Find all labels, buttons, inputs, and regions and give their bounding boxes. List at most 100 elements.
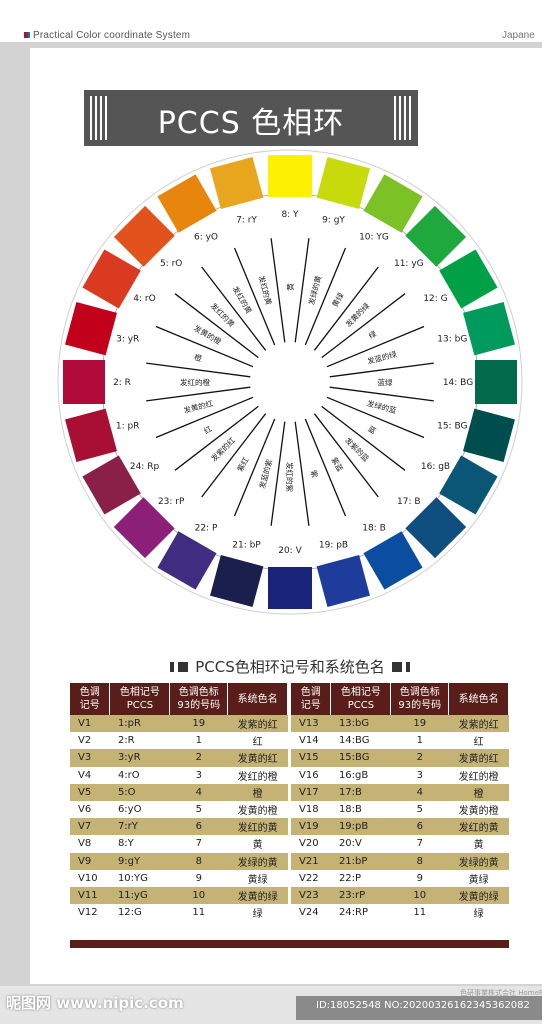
hue-swatch	[316, 555, 370, 608]
table-row: V8 8:Y 7 黄	[70, 835, 288, 852]
hue-spoke-line	[329, 386, 434, 402]
table-row: V21 21:bP 8 发绿的黄	[291, 852, 509, 870]
hue-swatch	[463, 408, 515, 462]
hue-name-label: 发红的紫	[285, 462, 295, 492]
color-name-cell: 发绿的黄	[448, 852, 509, 870]
number-cell: 2	[390, 749, 449, 767]
table-row: V20 20:V 7 黄	[291, 835, 509, 852]
color-name-cell: 发黄的绿	[448, 886, 509, 905]
hue-code-label: 12: G	[423, 294, 447, 304]
tone-code-cell: V14	[299, 735, 319, 747]
color-name-cell: 发红的橙	[237, 771, 278, 783]
color-name-cell: 黄绿	[468, 874, 489, 886]
color-name-cell: 发黄的红	[227, 749, 288, 767]
hue-spoke-line	[313, 266, 379, 351]
table-header-row: 色调 记号 色相记号 PCCS 色调色标 93的号码 系统色名	[291, 683, 509, 715]
tone-code-cell: V8	[78, 838, 92, 850]
hue-spoke-line	[329, 362, 434, 378]
tone-code-cell: V12	[78, 907, 98, 919]
hue-name-label: 蓝	[367, 423, 379, 436]
table-row: V17 17:B 4 橙	[291, 783, 509, 801]
tone-code-cell: V3	[70, 749, 110, 767]
color-name-cell: 发黄的绿	[227, 886, 288, 905]
hue-name-label: 黄	[285, 283, 295, 291]
tone-code-cell: V23	[291, 886, 331, 905]
table-bottom-bar	[70, 940, 509, 948]
number-cell: 8	[169, 852, 228, 870]
hue-swatch	[82, 455, 141, 515]
hue-swatch	[439, 249, 498, 309]
watermark-site: 昵图网 www.nipic.com	[6, 994, 184, 1012]
brand-text: Practical Color coordinate System	[33, 30, 191, 41]
number-cell: 3	[195, 769, 202, 781]
hue-swatch	[157, 531, 217, 590]
table-row: V4 4:rO 3 发红的橙	[70, 767, 288, 784]
number-cell: 19	[169, 715, 228, 733]
number-cell: 11	[413, 907, 427, 919]
number-cell: 11	[192, 907, 206, 919]
hue-spoke-line	[155, 325, 254, 368]
hue-code-cell: 16:gB	[338, 769, 369, 781]
color-name-cell: 橙	[448, 783, 509, 801]
tone-code-cell: V21	[291, 852, 331, 870]
number-cell: 5	[416, 804, 423, 816]
hue-name-label: 红	[202, 423, 214, 436]
title-left-stripes	[90, 96, 108, 140]
hue-code-label: 11: yG	[394, 259, 424, 269]
hue-table-right: 色调 记号 色相记号 PCCS 色调色标 93的号码 系统色名 V13 13:bG 19 发…	[291, 683, 509, 921]
hue-code-cell: 20:V	[338, 838, 362, 850]
table-row: V3 3:yR 2 发黄的红	[70, 749, 288, 767]
number-cell: 4	[169, 783, 228, 801]
number-cell: 10	[169, 886, 228, 905]
hue-code-label: 2: R	[113, 378, 131, 388]
hue-spoke-line	[174, 293, 259, 359]
hue-code-label: 13: bG	[437, 335, 467, 345]
hue-code-cell: 5:O	[109, 783, 170, 801]
hue-swatch	[405, 497, 467, 559]
col-header-tone: 色调 记号	[291, 683, 332, 715]
hue-swatch	[268, 155, 312, 197]
hue-code-cell: 24:RP	[338, 907, 369, 919]
table-row: V10 10:YG 9 黄绿	[70, 870, 288, 887]
hue-swatch	[316, 157, 370, 210]
top-bar: Practical Color coordinate System Japane	[0, 0, 542, 42]
table-row: V11 11:yG 10 发黄的绿	[70, 886, 288, 905]
hue-swatch	[475, 360, 517, 404]
title-square-icon	[178, 662, 189, 672]
hue-code-cell: 19:pB	[330, 818, 391, 836]
tone-code-cell: V24	[299, 907, 319, 919]
tone-code-cell: V22	[299, 872, 319, 884]
hue-swatch	[65, 408, 117, 462]
col-header-number: 色调色标 93的号码	[169, 683, 229, 715]
hue-code-label: 20: V	[278, 546, 302, 556]
hue-name-label: 橙	[193, 352, 203, 364]
hue-swatch	[405, 205, 467, 267]
number-cell: 3	[416, 769, 423, 781]
tone-code-cell: V1	[70, 715, 110, 733]
hue-code-label: 18: B	[362, 524, 386, 534]
color-name-cell: 发绿的黄	[227, 852, 288, 870]
col-header-hue: 色相记号 PCCS	[330, 683, 392, 715]
table-row: V14 14:BG 1 红	[291, 732, 509, 749]
number-cell: 19	[390, 715, 449, 733]
number-cell: 1	[195, 735, 202, 747]
table-row: V5 5:O 4 橙	[70, 783, 288, 801]
tone-code-cell: V5	[70, 783, 110, 801]
hue-spoke-line	[201, 266, 267, 351]
tone-code-cell: V20	[299, 838, 319, 850]
watermark-id: ID:18052548 NO:20200326162345362082	[296, 996, 542, 1020]
hue-code-cell: 22:P	[338, 872, 362, 884]
tone-code-cell: V19	[291, 818, 331, 836]
hue-name-label: 绿	[367, 329, 378, 341]
hue-spoke-line	[233, 247, 276, 346]
number-cell: 9	[195, 872, 202, 884]
col-header-color-name: 系统色名	[227, 683, 288, 715]
hue-code-cell: 15:BG	[330, 749, 391, 767]
hue-code-cell: 4:rO	[117, 769, 140, 781]
tone-code-cell: V2	[78, 735, 92, 747]
section-title-text: PCCS色相环记号和系统色名	[195, 658, 385, 676]
hue-code-label: 1: pR	[116, 422, 140, 432]
hue-code-label: 5: rO	[160, 259, 182, 269]
hue-spoke-line	[321, 405, 406, 471]
hue-swatch	[210, 157, 264, 210]
